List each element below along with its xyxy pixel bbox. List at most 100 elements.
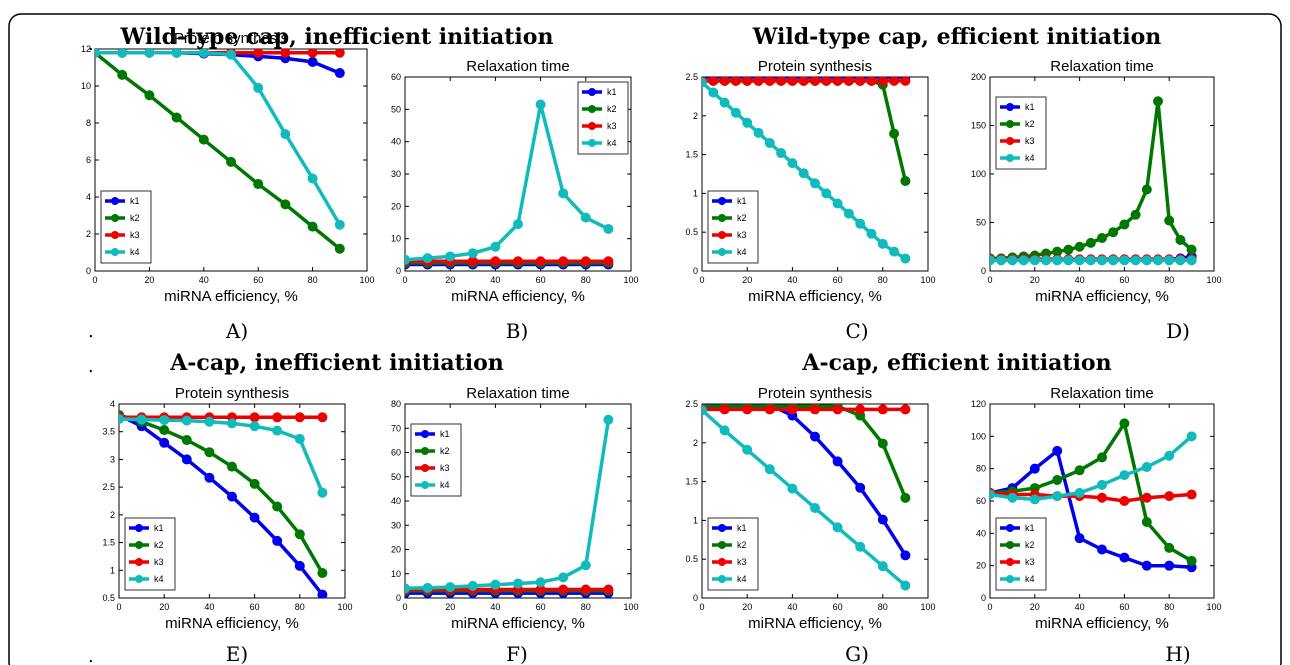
dot-mark: .: [88, 356, 94, 377]
y-tick-label: 2.5: [102, 482, 115, 492]
data-point-k3: [558, 584, 569, 595]
data-point-k4: [513, 219, 523, 230]
legend-marker-k3: [1006, 558, 1014, 566]
data-point-k2: [1108, 227, 1119, 238]
plot-title: Protein synthesis: [758, 385, 872, 402]
data-point-k4: [422, 582, 433, 593]
data-point-k4: [1085, 255, 1096, 266]
legend-label: k3: [1025, 136, 1035, 146]
y-tick-label: 0: [396, 266, 401, 276]
series-line-k2: [119, 413, 324, 574]
data-point-k2: [181, 435, 192, 446]
data-point-k2: [1119, 418, 1130, 429]
series-line-k1: [119, 413, 324, 596]
y-tick-label: 2: [693, 111, 698, 121]
series-line-k4: [990, 434, 1193, 502]
data-point-k4: [1052, 491, 1063, 502]
legend-marker-k3: [135, 558, 143, 566]
data-point-k4: [832, 522, 843, 533]
y-tick-label: 2: [693, 438, 698, 448]
data-point-k1: [810, 431, 820, 442]
x-tick-label: 0: [987, 275, 992, 285]
data-point-k3: [810, 404, 820, 415]
series-line-k4: [702, 408, 907, 587]
data-point-k2: [159, 425, 170, 436]
x-axis-label: miRNA efficiency, %: [451, 288, 585, 305]
data-point-k4: [990, 489, 995, 500]
data-point-k4: [1175, 255, 1186, 266]
data-point-k3: [764, 77, 775, 86]
legend-label: k3: [1025, 557, 1035, 567]
data-point-k1: [227, 491, 237, 502]
data-point-k3: [855, 77, 866, 86]
data-point-k3: [1119, 496, 1130, 506]
data-point-k3: [1164, 491, 1175, 502]
y-tick-label: 30: [391, 169, 401, 179]
data-point-k4: [1108, 255, 1119, 266]
data-point-k3: [294, 412, 305, 423]
data-point-k4: [603, 414, 614, 425]
data-point-k4: [787, 483, 798, 494]
data-point-k2: [117, 69, 128, 80]
series-group: [990, 418, 1197, 573]
data-point-k4: [490, 579, 501, 590]
data-point-k1: [1074, 533, 1085, 544]
data-point-k2: [280, 199, 291, 210]
data-point-k4: [1097, 479, 1107, 490]
series-line-k4: [405, 419, 611, 591]
y-tick-label: 20: [976, 561, 986, 571]
legend-label: k1: [737, 523, 747, 533]
data-point-k1: [307, 56, 318, 67]
data-point-k3: [603, 256, 614, 267]
data-point-k2: [1175, 234, 1186, 245]
x-tick-label: 20: [144, 275, 154, 285]
x-axis-label: miRNA efficiency, %: [748, 615, 882, 632]
data-point-k2: [171, 112, 182, 123]
data-point-k4: [119, 413, 124, 424]
chart-relaxation-time-d: Relaxation time 0 20 40 60 80 100 0 50 100 150 200 m…: [971, 58, 1222, 305]
data-point-k4: [445, 582, 456, 593]
legend-label: k4: [154, 574, 164, 584]
data-point-k4: [1119, 255, 1130, 266]
x-tick-label: 80: [1164, 602, 1174, 612]
legend-label: k1: [130, 196, 140, 206]
x-tick-label: 80: [308, 275, 318, 285]
x-tick-label: 80: [581, 275, 591, 285]
data-point-k2: [1130, 209, 1141, 220]
y-tick-label: 120: [971, 399, 986, 409]
data-point-k4: [776, 148, 787, 159]
data-point-k4: [855, 541, 866, 552]
legend-marker-k2: [588, 105, 596, 113]
legend-label: k4: [737, 574, 747, 584]
data-point-k4: [1141, 462, 1152, 473]
data-point-k3: [334, 49, 345, 58]
series-line-k1: [990, 449, 1192, 570]
data-point-k3: [580, 584, 591, 595]
y-tick-label: 8: [86, 118, 91, 128]
data-point-k4: [1029, 494, 1040, 505]
data-point-k4: [889, 246, 900, 257]
data-point-k3: [787, 404, 798, 415]
data-point-k4: [821, 188, 832, 199]
series-line-k4: [95, 50, 342, 226]
panel-label: D): [1166, 319, 1190, 343]
x-tick-label: 100: [1206, 275, 1221, 285]
data-point-k3: [843, 77, 854, 86]
x-tick-label: 40: [1075, 602, 1085, 612]
data-point-k4: [405, 254, 410, 265]
legend-label: k3: [440, 463, 450, 473]
x-tick-label: 80: [581, 602, 591, 612]
legend-label: k2: [154, 540, 164, 550]
data-point-k1: [855, 482, 866, 493]
data-point-k4: [227, 418, 237, 429]
panel-label: H): [1165, 642, 1190, 665]
x-tick-label: 0: [987, 602, 992, 612]
section-title: Wild-type cap, efficient initiation: [752, 24, 1162, 50]
data-point-k4: [226, 49, 236, 60]
legend-label: k3: [737, 230, 747, 240]
data-point-k2: [1186, 244, 1197, 255]
y-tick-label: 3.5: [102, 427, 115, 437]
data-point-k3: [764, 404, 775, 415]
x-tick-label: 100: [623, 602, 638, 612]
y-tick-label: 3: [110, 454, 115, 464]
